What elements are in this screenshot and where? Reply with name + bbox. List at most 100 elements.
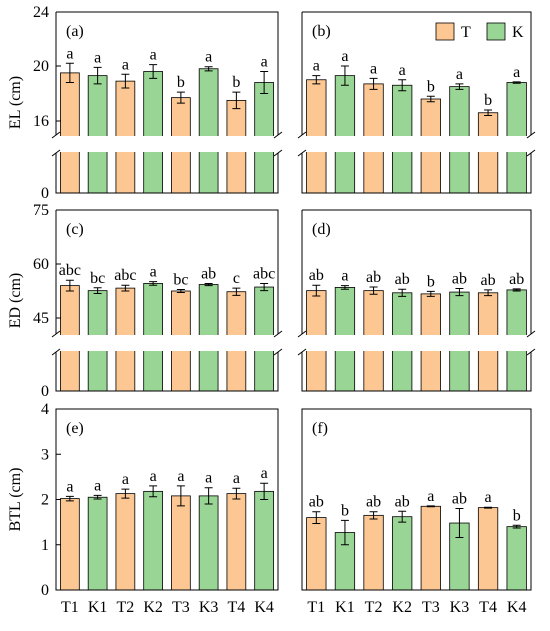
sig-letter-f-k4: b xyxy=(513,507,521,524)
y-tick-label-e-1: 1 xyxy=(41,537,49,554)
error-bar-d-t3 xyxy=(426,290,435,297)
x-tick-label-e-t4: T4 xyxy=(227,599,245,616)
sig-letter-c-t4: c xyxy=(233,270,240,287)
y-axis-label-e: BTL (cm) xyxy=(7,468,24,532)
y-tick-label-e-4: 4 xyxy=(41,401,49,418)
y-tick-label-c-60: 60 xyxy=(33,256,49,273)
bar-f-k4 xyxy=(506,526,527,591)
panel-b: a a a a b a b a (b) xyxy=(297,11,536,194)
sig-letter-b-k2: a xyxy=(399,62,406,79)
error-bar-f-k4 xyxy=(512,524,521,529)
bar-e-t1 xyxy=(60,498,80,591)
bar-e-k2 xyxy=(143,490,163,591)
sig-letter-e-t2: a xyxy=(122,471,129,488)
legend-swatch-t xyxy=(435,22,455,41)
bar-a-k1 xyxy=(87,75,108,194)
error-bar-f-k1 xyxy=(340,519,349,546)
bar-a-k2 xyxy=(143,71,163,194)
sig-letter-e-k3: a xyxy=(205,470,212,487)
x-tick-label-e-k3: K3 xyxy=(199,599,219,616)
x-tick-label-f-k3: K3 xyxy=(450,599,470,616)
error-bar-a-k4 xyxy=(260,71,269,94)
bar-a-t1 xyxy=(60,72,80,194)
y-axis-label-c: ED (cm) xyxy=(7,273,24,329)
sig-letter-b-k3: a xyxy=(456,66,463,83)
error-bar-e-t1 xyxy=(65,495,74,502)
sig-letter-a-k2: a xyxy=(150,47,157,64)
error-bar-b-t3 xyxy=(426,95,435,103)
error-bar-e-t4 xyxy=(232,487,241,500)
error-bar-f-t1 xyxy=(312,511,321,524)
y-tick-label-e-0: 0 xyxy=(41,582,49,599)
error-bar-a-k1 xyxy=(93,66,102,85)
y-tick-label-c-75: 75 xyxy=(33,202,49,219)
sig-letter-a-t3: b xyxy=(177,74,185,91)
bar-e-k4 xyxy=(254,490,274,591)
error-bar-f-t4 xyxy=(484,506,493,509)
sig-letter-b-k1: a xyxy=(341,48,348,65)
sig-letter-d-t1: ab xyxy=(309,267,324,284)
panel-a: a a a a b a b a 0 16 20 24 EL (cm) (a) xyxy=(7,4,283,202)
error-bar-e-k3 xyxy=(204,487,213,505)
error-bar-c-t4 xyxy=(232,287,241,296)
sig-letter-d-t3: b xyxy=(427,273,435,290)
sig-letter-b-t4: b xyxy=(484,92,492,109)
bar-f-k2 xyxy=(392,516,413,591)
error-bar-d-k3 xyxy=(455,287,464,297)
sig-letter-a-k3: a xyxy=(205,49,212,66)
y-tick-label-a-0: 0 xyxy=(41,185,49,202)
legend-label-k: K xyxy=(512,24,524,41)
error-bar-a-t1 xyxy=(65,62,74,83)
x-tick-label-f-k2: K2 xyxy=(392,599,412,616)
sig-letter-a-t4: b xyxy=(232,74,240,91)
bar-b-k1 xyxy=(334,75,356,194)
error-bar-b-k2 xyxy=(398,79,407,92)
error-bar-b-k4 xyxy=(512,81,521,84)
y-tick-label-c-45: 45 xyxy=(33,310,49,327)
sig-letter-d-k1: a xyxy=(341,268,348,285)
panel-frame-a xyxy=(55,11,279,194)
bar-f-t3 xyxy=(420,505,441,591)
sig-letter-e-k4: a xyxy=(261,465,268,482)
sig-letter-b-t2: a xyxy=(370,60,377,77)
y-tick-label-a-16: 16 xyxy=(33,113,49,130)
error-bar-a-t3 xyxy=(176,91,185,104)
error-bar-c-t3 xyxy=(176,289,185,293)
sig-letter-f-t1: ab xyxy=(309,494,324,511)
x-tick-label-f-k1: K1 xyxy=(335,599,355,616)
bar-f-t1 xyxy=(306,517,327,591)
axis-break-band-a xyxy=(56,136,278,152)
sig-letter-d-t4: ab xyxy=(481,272,496,289)
x-tick-label-f-t1: T1 xyxy=(307,599,325,616)
y-tick-label-a-24: 24 xyxy=(33,4,49,21)
panel-label-a: (a) xyxy=(66,23,84,40)
sig-letter-d-k2: ab xyxy=(395,271,410,288)
sig-letter-c-k1: bc xyxy=(90,270,105,287)
bar-e-k1 xyxy=(87,496,108,591)
y-tick-label-e-3: 3 xyxy=(41,446,49,463)
panel-frame-b xyxy=(301,11,532,194)
sig-letter-d-t2: ab xyxy=(366,269,381,286)
bar-e-k3 xyxy=(198,495,219,591)
error-bar-b-t4 xyxy=(484,109,493,116)
x-tick-label-f-k4: K4 xyxy=(507,599,527,616)
error-bar-d-t4 xyxy=(484,289,493,297)
error-bar-a-k2 xyxy=(149,64,158,79)
bar-f-t2 xyxy=(363,514,384,591)
sig-letter-a-t2: a xyxy=(122,56,129,73)
sig-letter-c-t1: abc xyxy=(59,262,81,279)
sig-letter-e-k1: a xyxy=(94,477,101,494)
y-tick-label-c-0: 0 xyxy=(41,383,49,400)
error-bar-e-k1 xyxy=(93,494,102,500)
error-bar-e-t3 xyxy=(176,485,185,507)
error-bar-b-t2 xyxy=(369,77,378,90)
sig-letter-a-k4: a xyxy=(261,54,268,71)
sig-letter-c-k3: ab xyxy=(201,265,216,282)
y-tick-label-a-20: 20 xyxy=(33,58,49,75)
error-bar-c-t1 xyxy=(65,279,74,292)
x-tick-label-e-k2: K2 xyxy=(143,599,163,616)
sig-letter-f-t2: ab xyxy=(366,494,381,511)
